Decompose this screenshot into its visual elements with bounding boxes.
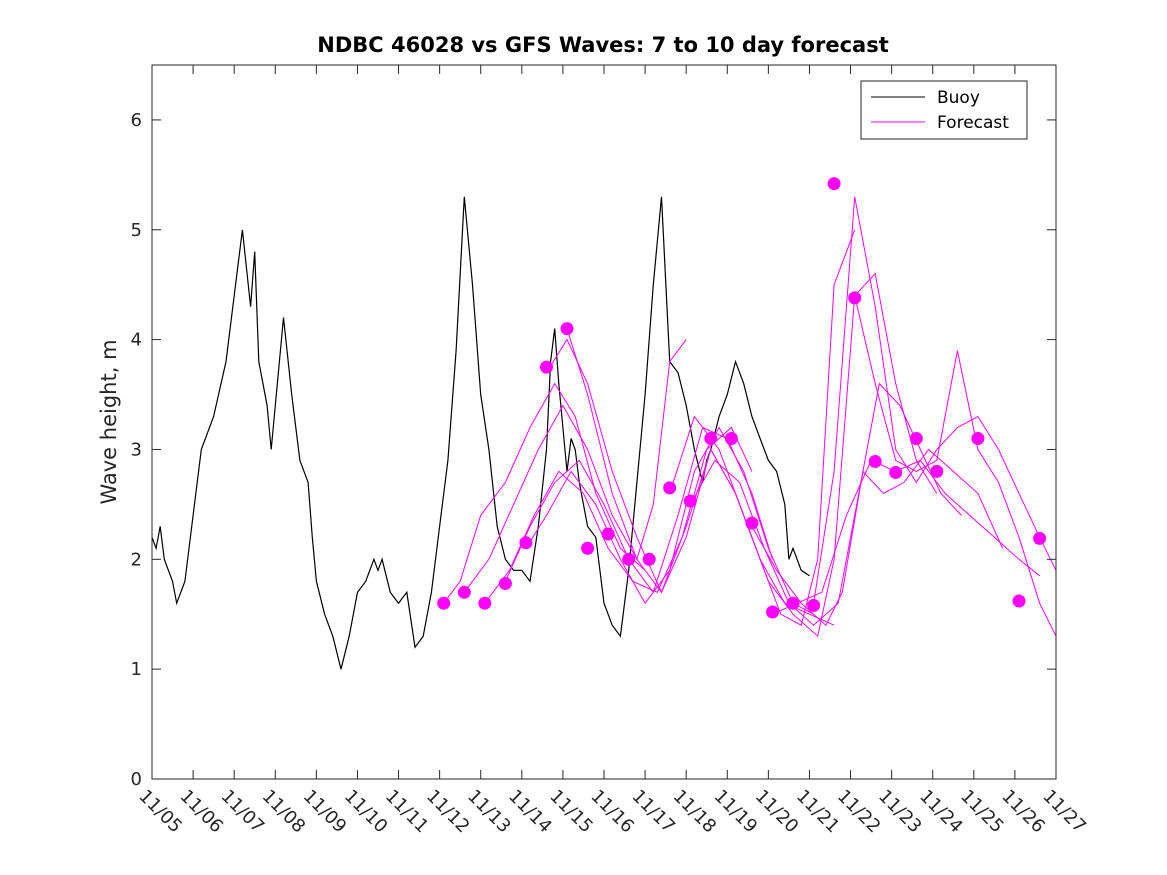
forecast-marker-24 <box>930 464 944 478</box>
forecast-marker-17 <box>786 596 800 610</box>
forecast-marker-3 <box>498 577 512 590</box>
forecast-series-line-6 <box>566 229 856 626</box>
forecast-marker-19 <box>827 177 841 191</box>
y-tick-label-4: 4 <box>131 330 142 351</box>
forecast-marker-26 <box>1012 594 1026 608</box>
forecast-marker-8 <box>601 527 615 541</box>
forecast-marker-4 <box>519 536 533 550</box>
y-tick-label-0: 0 <box>131 769 142 790</box>
legend-label-forecast: Forecast <box>937 113 1009 133</box>
forecast-marker-16 <box>766 605 779 619</box>
forecast-marker-6 <box>560 322 574 336</box>
forecast-marker-15 <box>745 516 759 530</box>
y-tick-label-1: 1 <box>131 659 142 680</box>
forecast-marker-14 <box>724 432 738 445</box>
forecast-series-line-9 <box>751 448 1004 627</box>
forecast-marker-1 <box>457 585 471 599</box>
y-tick-label-5: 5 <box>131 220 142 241</box>
forecast-series-line-10 <box>772 459 1040 615</box>
forecast-series-line-12 <box>854 295 1057 637</box>
plot-area <box>152 65 1056 779</box>
forecast-marker-23 <box>909 432 923 445</box>
y-tick-label-2: 2 <box>131 549 142 570</box>
forecast-marker-5 <box>540 360 553 374</box>
forecast-marker-18 <box>807 598 821 612</box>
forecast-marker-27 <box>1033 531 1047 545</box>
forecast-marker-2 <box>478 596 492 610</box>
buoy-series-line <box>151 196 810 670</box>
forecast-marker-10 <box>642 552 656 566</box>
forecast-marker-13 <box>704 432 718 445</box>
chart-title: NDBC 46028 vs GFS Waves: 7 to 10 day for… <box>317 33 888 57</box>
forecast-marker-0 <box>437 596 451 610</box>
series-layer <box>151 196 1057 670</box>
forecast-series-line-0 <box>443 382 646 604</box>
forecast-marker-21 <box>868 455 882 468</box>
forecast-series-line-8 <box>689 382 962 626</box>
forecast-marker-25 <box>971 432 985 445</box>
y-tick-label-6: 6 <box>131 110 142 131</box>
forecast-series-line-1 <box>463 339 687 593</box>
y-axis-label: Wave height, m <box>97 339 121 504</box>
forecast-marker-20 <box>848 291 862 305</box>
legend-box <box>860 80 1028 140</box>
forecast-marker-22 <box>889 466 903 479</box>
y-tick-label-3: 3 <box>131 439 142 460</box>
legend-label-buoy: Buoy <box>937 88 980 108</box>
legend: Buoy Forecast <box>860 80 1028 140</box>
forecast-series-line-3 <box>504 426 773 594</box>
forecast-marker-11 <box>663 481 677 495</box>
forecast-marker-7 <box>581 541 595 555</box>
forecast-marker-9 <box>622 552 636 566</box>
marker-layer <box>437 177 1047 619</box>
forecast-series-line-11 <box>813 196 1057 604</box>
forecast-series-line-7 <box>669 272 938 638</box>
forecast-marker-12 <box>683 494 697 508</box>
forecast-series-line-2 <box>484 426 753 604</box>
